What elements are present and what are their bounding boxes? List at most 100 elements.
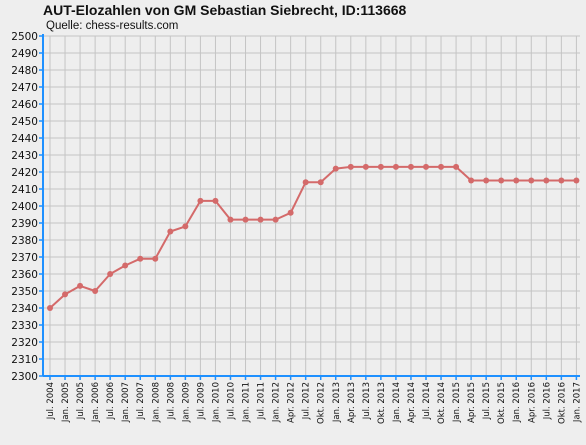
data-point [107, 271, 114, 277]
x-tick-label: Jan. 2012 [272, 382, 282, 423]
series-elo [47, 163, 580, 311]
x-tick-label: Apr. 2013 [347, 382, 357, 423]
x-tick-label: Okt. 2015 [497, 382, 507, 424]
data-point [407, 163, 414, 170]
data-point [528, 177, 535, 184]
x-tick-label: Jan. 2005 [61, 382, 71, 423]
x-tick-label: Jan. 2017 [572, 382, 582, 423]
x-tick-label: Jul. 2006 [106, 382, 116, 420]
x-tick-label: Apr. 2015 [467, 382, 477, 423]
x-tick-label: Jan. 2009 [181, 382, 191, 423]
data-point [182, 223, 189, 230]
y-tick-label: 2390 [11, 218, 38, 230]
y-tick-label: 2430 [11, 150, 38, 162]
y-tick-label: 2310 [11, 354, 38, 366]
y-axis: 2300 2310 2320 2330 2340 2350 2360 2370 2380 2390… [11, 31, 44, 383]
x-tick-label: Jan. 2006 [91, 382, 101, 423]
x-tick-label: Jul. 2014 [422, 382, 432, 420]
data-point [543, 177, 550, 184]
data-point [212, 197, 219, 204]
data-point [468, 177, 475, 184]
y-tick-label: 2420 [11, 167, 38, 179]
data-point [137, 255, 144, 262]
x-tick-label: Jul. 2015 [482, 382, 492, 420]
x-tick-label: Okt. 2016 [557, 382, 567, 424]
y-tick-label: 2360 [11, 269, 38, 281]
chart-subtitle: Quelle: chess-results.com [46, 20, 179, 32]
x-tick-label: Jul. 2009 [196, 382, 206, 420]
x-tick-label: Jan. 2010 [211, 382, 221, 423]
y-tick-label: 2410 [11, 184, 38, 196]
y-tick-label: 2490 [11, 48, 38, 60]
data-point [62, 291, 69, 298]
x-tick-label: Jan. 2015 [452, 382, 462, 423]
data-point [122, 262, 129, 269]
data-point [332, 165, 339, 172]
y-tick-label: 2460 [11, 99, 38, 111]
x-tick-label: Okt. 2013 [377, 382, 387, 424]
x-tick-label: Jan. 2011 [242, 382, 252, 423]
x-tick-label: Apr. 2012 [287, 382, 297, 423]
data-point [392, 163, 399, 170]
x-tick-label: Okt. 2014 [437, 382, 447, 424]
x-tick-label: Jul. 2016 [542, 382, 552, 420]
data-point [242, 216, 249, 223]
data-point [558, 177, 565, 184]
data-point [302, 179, 309, 186]
data-point [377, 163, 384, 170]
data-point [227, 216, 234, 223]
data-point [423, 163, 429, 170]
x-tick-label: Jan. 2008 [151, 382, 161, 423]
y-tick-label: 2450 [11, 116, 38, 128]
y-tick-label: 2400 [11, 201, 38, 213]
x-tick-label: Jan. 2013 [332, 382, 342, 423]
data-point [77, 282, 84, 289]
data-point [438, 163, 445, 170]
data-point [362, 163, 369, 170]
data-point [483, 177, 490, 184]
y-tick-label: 2470 [11, 82, 38, 94]
x-tick-label: Jul. 2008 [166, 382, 176, 420]
data-point [92, 288, 99, 294]
x-tick-label: Apr. 2014 [407, 382, 417, 423]
data-point [453, 163, 460, 170]
y-tick-label: 2500 [11, 31, 38, 43]
x-tick-label: Jul. 2013 [362, 382, 372, 420]
data-point [197, 197, 204, 204]
x-tick-label: Jul. 2012 [302, 382, 312, 420]
x-tick-label: Jan. 2016 [512, 382, 522, 423]
data-point [317, 179, 324, 186]
data-point [272, 216, 279, 223]
data-point [152, 255, 159, 262]
x-tick-label: Jan. 2007 [121, 382, 131, 423]
y-tick-label: 2340 [11, 303, 38, 315]
chart-title: AUT-Elozahlen von GM Sebastian Siebrecht… [43, 2, 407, 18]
x-tick-label: Okt. 2012 [317, 382, 327, 424]
data-point [287, 209, 294, 216]
series-line [49, 165, 577, 309]
data-point [498, 177, 505, 184]
x-tick-label: Jul. 2011 [257, 382, 267, 420]
y-tick-label: 2320 [11, 337, 38, 349]
x-tick-label: Apr. 2016 [527, 382, 537, 423]
y-tick-label: 2480 [11, 65, 38, 77]
x-tick-label: Jul. 2005 [76, 382, 86, 420]
data-point [573, 177, 580, 184]
data-point [347, 163, 354, 170]
y-tick-label: 2380 [11, 235, 38, 247]
x-tick-label: Jul. 2010 [226, 382, 236, 420]
data-point [257, 216, 264, 223]
x-tick-label: Jan. 2014 [392, 382, 402, 423]
grid-lines [43, 35, 580, 377]
y-tick-label: 2440 [11, 133, 38, 145]
y-tick-label: 2300 [11, 371, 38, 383]
data-point [47, 305, 53, 311]
data-point [513, 177, 520, 184]
y-tick-label: 2370 [11, 252, 38, 264]
data-point [167, 228, 174, 235]
x-tick-label: Jul. 2004 [46, 382, 56, 420]
x-axis: Jul. 2004 Jan. 2005 Jul. 2005 Jan. 2006 Jul.… [43, 375, 582, 424]
y-tick-label: 2350 [11, 286, 38, 298]
x-tick-label: Jul. 2007 [136, 382, 146, 420]
